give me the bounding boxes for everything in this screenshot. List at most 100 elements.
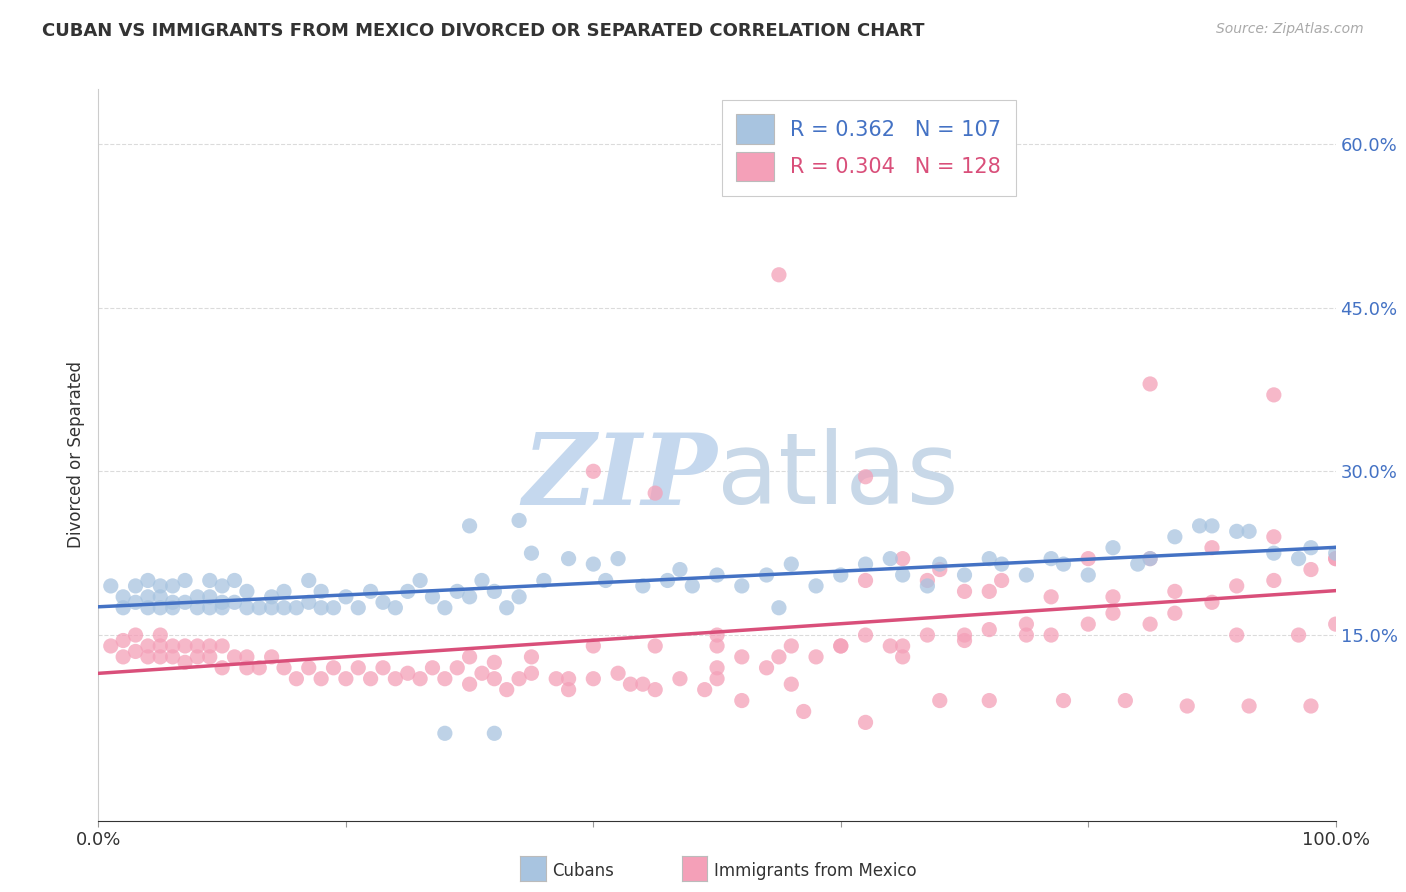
Point: [458, 590, 481, 604]
Point: [582, 639, 605, 653]
Point: [1237, 524, 1260, 539]
Point: [644, 639, 666, 653]
Point: [879, 639, 901, 653]
Point: [124, 595, 146, 609]
Point: [1077, 568, 1099, 582]
Point: [285, 600, 308, 615]
Point: [1015, 617, 1038, 632]
Point: [124, 628, 146, 642]
Point: [298, 574, 321, 588]
Point: [644, 486, 666, 500]
Point: [236, 649, 259, 664]
Point: [917, 574, 939, 588]
Point: [891, 568, 914, 582]
Point: [804, 579, 827, 593]
Point: [1164, 530, 1187, 544]
Point: [582, 464, 605, 478]
Point: [953, 568, 976, 582]
Point: [347, 661, 370, 675]
Point: [136, 574, 159, 588]
Point: [953, 584, 976, 599]
Point: [706, 568, 728, 582]
Text: CUBAN VS IMMIGRANTS FROM MEXICO DIVORCED OR SEPARATED CORRELATION CHART: CUBAN VS IMMIGRANTS FROM MEXICO DIVORCED…: [42, 22, 925, 40]
Point: [484, 584, 506, 599]
Point: [1226, 628, 1249, 642]
Point: [979, 693, 1001, 707]
Point: [979, 584, 1001, 599]
Point: [149, 649, 172, 664]
Point: [557, 551, 579, 566]
Point: [1201, 595, 1223, 609]
Point: [396, 584, 419, 599]
Point: [1102, 590, 1125, 604]
Point: [384, 672, 406, 686]
Point: [979, 551, 1001, 566]
Point: [1164, 606, 1187, 620]
Point: [484, 656, 506, 670]
Point: [360, 672, 382, 686]
Point: [1052, 693, 1074, 707]
Point: [631, 677, 654, 691]
Point: [1114, 693, 1136, 707]
Point: [360, 584, 382, 599]
Point: [149, 579, 172, 593]
Point: [174, 595, 197, 609]
Point: [174, 574, 197, 588]
Point: [1226, 579, 1249, 593]
Point: [471, 574, 494, 588]
Point: [174, 656, 197, 670]
Point: [1052, 557, 1074, 571]
Point: [979, 623, 1001, 637]
Point: [198, 600, 221, 615]
Point: [198, 574, 221, 588]
Point: [100, 639, 122, 653]
Point: [520, 666, 543, 681]
Point: [162, 579, 184, 593]
Point: [136, 590, 159, 604]
Point: [1139, 376, 1161, 391]
Point: [298, 595, 321, 609]
Point: [224, 574, 246, 588]
Point: [1226, 524, 1249, 539]
Point: [855, 715, 877, 730]
Point: [1263, 530, 1285, 544]
Point: [768, 600, 790, 615]
Point: [953, 628, 976, 642]
Legend: R = 0.362   N = 107, R = 0.304   N = 128: R = 0.362 N = 107, R = 0.304 N = 128: [721, 100, 1017, 196]
Point: [917, 579, 939, 593]
Point: [1102, 606, 1125, 620]
Point: [1299, 698, 1322, 713]
Point: [162, 649, 184, 664]
Point: [211, 595, 233, 609]
Point: [1040, 551, 1063, 566]
Point: [309, 672, 332, 686]
Point: [855, 628, 877, 642]
Point: [804, 649, 827, 664]
Point: [433, 726, 456, 740]
Point: [768, 268, 790, 282]
Point: [322, 600, 344, 615]
Point: [335, 672, 357, 686]
Point: [1188, 519, 1211, 533]
Text: atlas: atlas: [717, 428, 959, 525]
Point: [247, 661, 270, 675]
Point: [149, 600, 172, 615]
Point: [396, 666, 419, 681]
Point: [1288, 551, 1310, 566]
Point: [1299, 541, 1322, 555]
Point: [830, 639, 852, 653]
Point: [520, 649, 543, 664]
Point: [508, 672, 530, 686]
Point: [422, 590, 444, 604]
Point: [731, 693, 754, 707]
Point: [1263, 388, 1285, 402]
Point: [458, 649, 481, 664]
Point: [224, 649, 246, 664]
Point: [693, 682, 716, 697]
Point: [322, 661, 344, 675]
Point: [768, 649, 790, 664]
Point: [1040, 590, 1063, 604]
Point: [607, 551, 630, 566]
Point: [458, 519, 481, 533]
Point: [409, 574, 432, 588]
